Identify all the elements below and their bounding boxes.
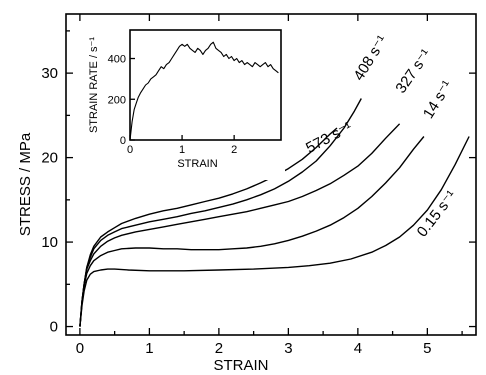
y-tick-label: 10 (41, 234, 58, 251)
inset-x-tick-label: 0 (127, 144, 133, 156)
y-tick-label: 30 (41, 65, 58, 82)
y-axis-label: STRESS / MPa (17, 132, 34, 236)
x-tick-label: 2 (215, 340, 223, 357)
inset-y-axis-label: STRAIN RATE / s⁻¹ (88, 37, 100, 133)
x-tick-label: 1 (145, 340, 153, 357)
inset-plot-frame (129, 29, 282, 141)
main-plot-frame (65, 13, 477, 336)
series-line-327-s (79, 123, 401, 327)
inset-x-axis-label: STRAIN (177, 158, 217, 170)
series-line-0-15-s (79, 136, 470, 327)
inset-series-line-0 (129, 41, 279, 141)
x-tick-label: 4 (354, 340, 362, 357)
inset-x-tick-label: 2 (231, 144, 237, 156)
y-tick-label: 20 (41, 150, 58, 167)
series-label-14-s: 14 s⁻¹ (420, 78, 456, 122)
x-axis-label: STRAIN (213, 357, 268, 374)
inset-series-group (129, 41, 279, 141)
inset-y-tick-label: 200 (108, 94, 126, 106)
series-label-408-s: 408 s⁻¹ (350, 33, 391, 84)
series-line-14-s (79, 136, 425, 327)
x-tick-label: 3 (284, 340, 292, 357)
inset-y-tick-label: 400 (108, 54, 126, 66)
series-line-408-s (79, 98, 362, 327)
x-tick-label: 5 (423, 340, 431, 357)
inset-y-tick-label: 0 (120, 135, 126, 147)
series-label-573-s: 573 s⁻¹ (303, 119, 355, 157)
x-tick-label: 0 (76, 340, 84, 357)
series-label-327-s: 327 s⁻¹ (392, 46, 434, 96)
inset-plot-area: 0 1 2 0 200 400 STRAIN STRAIN RATE / s⁻¹ (88, 26, 285, 180)
series-line-573-s (79, 127, 338, 327)
y-tick-label: 0 (50, 319, 58, 336)
inset-background (88, 26, 285, 180)
inset-x-tick-label: 1 (179, 144, 185, 156)
